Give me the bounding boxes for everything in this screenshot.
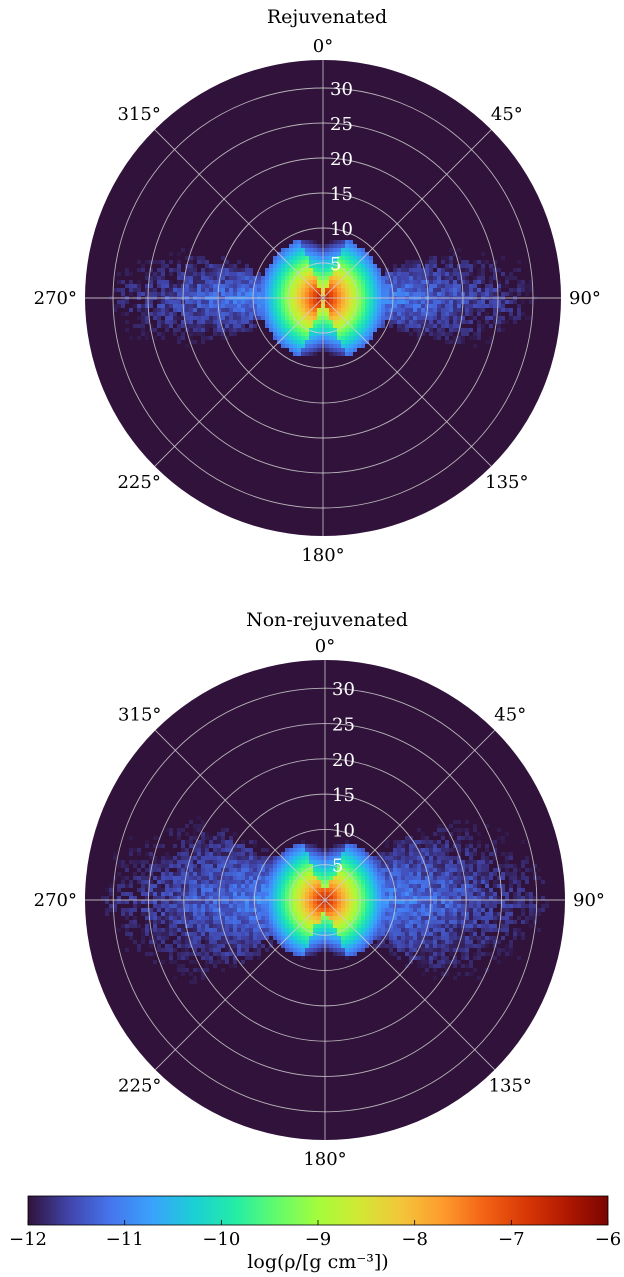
colorbar: −12 −11 −10 −9 −8 −7 −6 log(ρ/[g cm⁻³]) (9, 1195, 621, 1273)
colorbar-tick-label: −8 (401, 1229, 428, 1250)
angular-gridline (322, 129, 492, 299)
radial-tick-label: 30 (330, 79, 353, 100)
panel-rejuvenated: Rejuvenated 5 10 15 20 25 30 0° 45° 90° 135° 180°… (34, 6, 601, 566)
angle-tick-label: 0° (313, 36, 333, 57)
radial-tick-label: 20 (332, 750, 355, 771)
colorbar-tick-label: −10 (202, 1229, 240, 1250)
radial-tick-label: 20 (330, 149, 353, 170)
angle-tick-label: 270° (34, 890, 77, 911)
radial-tick-label: 25 (332, 715, 355, 736)
angular-gridline (324, 729, 496, 901)
angle-tick-label: 0° (315, 636, 335, 657)
colorbar-label: log(ρ/[g cm⁻³]) (247, 1251, 388, 1273)
panel-non-rejuvenated: Non-rejuvenated 5 10 15 20 25 30 0° 45° 90° 135°… (34, 609, 605, 1170)
radial-tick-label: 15 (332, 785, 355, 806)
angle-tick-labels: 0° 45° 90° 135° 180° 225° 270° 315° (34, 36, 601, 566)
colorbar-tick-label: −7 (498, 1229, 525, 1250)
radial-tick-label: 5 (330, 254, 341, 275)
angle-tick-label: 45° (494, 705, 526, 726)
angular-gridline (154, 297, 324, 467)
radial-tick-labels: 5 10 15 20 25 30 (330, 79, 353, 275)
radial-tick-label: 30 (332, 679, 355, 700)
radial-tick-label: 5 (332, 856, 343, 877)
radial-tick-label: 25 (330, 114, 353, 135)
angle-tick-label: 45° (491, 104, 523, 125)
radial-tick-label: 10 (330, 219, 353, 240)
angle-tick-label: 225° (117, 472, 160, 493)
radial-tick-label: 10 (332, 820, 355, 841)
colorbar-tick-label: −9 (305, 1229, 332, 1250)
angle-tick-labels: 0° 45° 90° 135° 180° 225° 270° 315° (34, 636, 605, 1170)
angle-tick-label: 225° (118, 1075, 161, 1096)
angle-tick-label: 180° (303, 1149, 346, 1170)
radial-tick-labels: 5 10 15 20 25 30 (332, 679, 355, 876)
angle-tick-label: 315° (118, 705, 161, 726)
angle-tick-label: 135° (489, 1075, 532, 1096)
panel-title: Rejuvenated (267, 6, 387, 28)
colorbar-tick-label: −11 (106, 1229, 144, 1250)
angular-gridline (324, 899, 496, 1071)
density-map (101, 816, 549, 984)
angle-tick-label: 180° (301, 545, 344, 566)
angle-tick-label: 135° (485, 472, 528, 493)
panel-title: Non-rejuvenated (246, 609, 408, 631)
radial-tick-label: 15 (330, 184, 353, 205)
angular-gridline (154, 899, 326, 1071)
polar-grid (85, 60, 561, 536)
angular-gridline (322, 297, 492, 467)
polar-grid (85, 660, 565, 1140)
angle-tick-label: 270° (34, 288, 77, 309)
colorbar-tick-label: −12 (9, 1229, 47, 1250)
angle-tick-label: 90° (573, 890, 605, 911)
angle-tick-label: 315° (117, 104, 160, 125)
angular-gridline (154, 729, 326, 901)
colorbar-tick-label: −6 (595, 1229, 622, 1250)
angular-gridline (154, 129, 324, 299)
colorbar-ticks: −12 −11 −10 −9 −8 −7 −6 (9, 1220, 621, 1250)
angle-tick-label: 90° (569, 288, 601, 309)
